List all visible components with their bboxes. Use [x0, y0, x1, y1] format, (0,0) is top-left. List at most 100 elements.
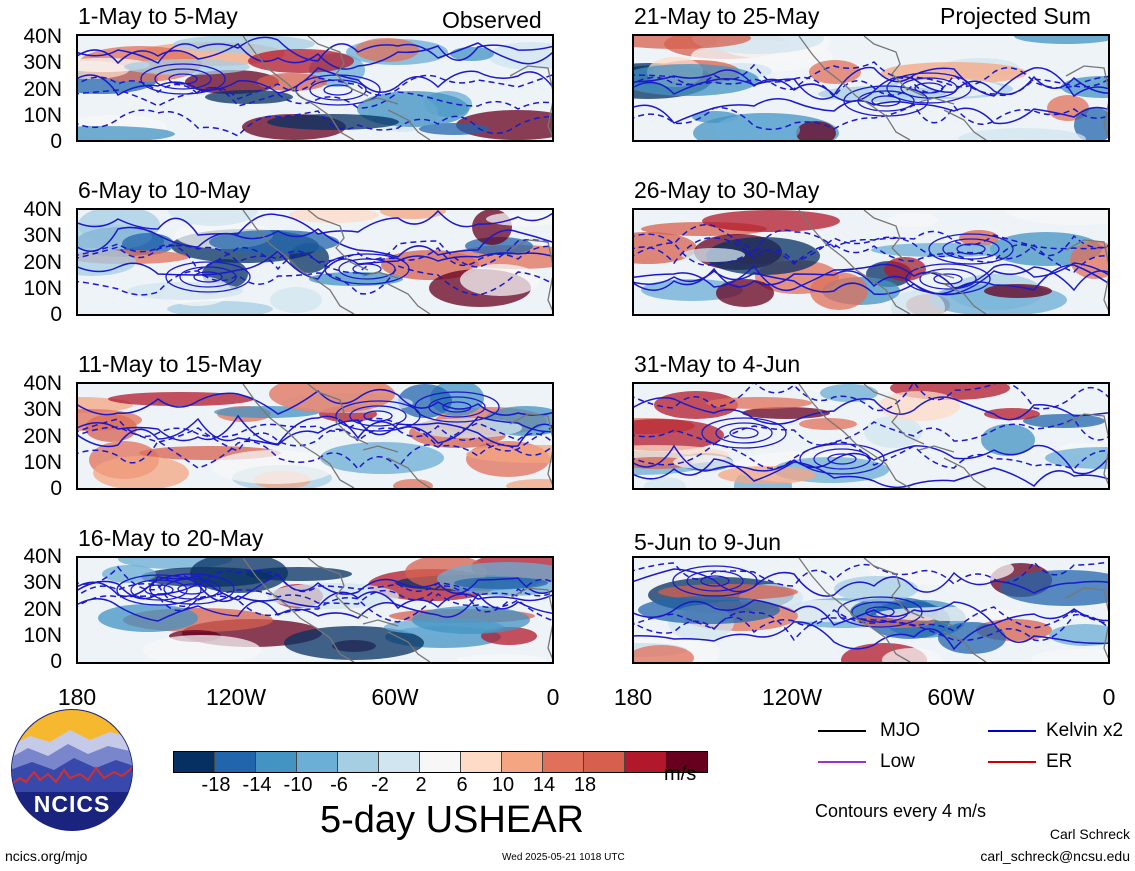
closed-contour [193, 271, 223, 283]
closed-contour [914, 82, 944, 94]
shear-anomaly-shading [267, 583, 399, 609]
y-tick-label: 20N [23, 598, 62, 621]
kelvin-contour [78, 210, 552, 236]
shear-anomaly-shading [634, 64, 759, 96]
colorbar-swatch [338, 752, 379, 772]
shear-anomaly-shading [868, 558, 1014, 585]
kelvin-contour [634, 621, 1108, 651]
units-label: m/s [664, 763, 697, 785]
closed-contour [919, 268, 977, 290]
shear-anomaly-shading [270, 287, 322, 313]
colorbar-swatch [174, 752, 215, 772]
shear-anomaly-shading [681, 248, 745, 262]
shear-anomaly-shading [1006, 210, 1108, 225]
colorbar-tick-label: -2 [371, 774, 389, 796]
shear-anomaly-shading [419, 123, 489, 135]
shear-anomaly-shading [466, 445, 552, 463]
shear-anomaly-shading [702, 210, 840, 232]
y-tick-label: 0 [50, 130, 62, 153]
panel-title-5: 21-May to 25-May [634, 3, 820, 29]
figure-title: 5-day USHEAR [320, 799, 584, 841]
closed-contour [349, 405, 407, 427]
closed-contour [309, 79, 367, 101]
closed-contour [942, 238, 1000, 260]
colorbar-swatch [502, 752, 543, 772]
shear-anomaly-shading [355, 38, 419, 62]
closed-contour [338, 258, 396, 280]
y-tick-label: 40N [23, 198, 62, 221]
shear-anomaly-shading [718, 466, 816, 484]
kelvin-contour [634, 242, 1108, 273]
closed-contour [323, 84, 353, 96]
shear-anomaly-shading [393, 479, 433, 488]
shear-anomaly-shading [108, 392, 254, 406]
kelvin-contour [78, 593, 552, 623]
shear-anomaly-shading [269, 384, 395, 413]
shear-anomaly-shading [634, 232, 697, 264]
closed-contour [163, 578, 221, 600]
author-email[interactable]: carl_schreck@ncsu.edu [980, 848, 1130, 864]
shear-anomaly-shading [257, 73, 327, 91]
colorbar-swatch [461, 752, 502, 772]
y-tick-label: 20N [23, 251, 62, 274]
closed-contour [851, 601, 909, 623]
kelvin-contour [78, 417, 552, 449]
x-tick-label: 0 [546, 684, 560, 710]
closed-contour [154, 68, 212, 90]
closed-contour [928, 233, 1014, 265]
legend-line-kelvin [988, 730, 1036, 732]
panel-title-3: 11-May to 15-May [78, 351, 262, 377]
kelvin-contour [78, 67, 552, 97]
shear-anomaly-shading [984, 284, 1052, 298]
kelvin-contour [634, 73, 1108, 99]
shear-anomaly-shading [398, 384, 452, 418]
closed-contour [168, 73, 198, 85]
colorbar-swatch [379, 752, 420, 772]
kelvin-contour [634, 606, 1108, 634]
shear-anomaly-shading [457, 654, 547, 662]
y-tick-label: 0 [50, 477, 62, 500]
kelvin-contour [634, 444, 1108, 475]
y-tick-label: 40N [23, 545, 62, 568]
closed-contour [865, 606, 895, 618]
kelvin-contour [634, 66, 1108, 98]
kelvin-contour [634, 599, 1108, 626]
coastline [798, 36, 1108, 140]
colorbar-tick-label: 2 [415, 774, 427, 796]
shear-anomaly-shading [706, 397, 812, 409]
legend-line-low [818, 761, 866, 763]
colorbar-tick-label: 18 [573, 774, 597, 796]
y-tick-label: 40N [23, 25, 62, 48]
shear-anomaly-shading [1045, 447, 1108, 469]
closed-contour [700, 575, 730, 587]
closed-contour [857, 90, 915, 112]
closed-contour [672, 565, 758, 597]
x-tick-label: 120W [761, 684, 823, 710]
website-link[interactable]: ncics.org/mjo [5, 848, 88, 864]
coastline [242, 558, 552, 662]
shear-anomaly-shading [284, 626, 424, 660]
shear-anomaly-shading [102, 565, 156, 583]
closed-contour [900, 77, 958, 99]
closed-contour [715, 422, 773, 444]
map-panel [76, 382, 554, 490]
closed-contour [729, 427, 759, 439]
colorbar-tick-label: -14 [242, 774, 272, 796]
panel-title-1: 1-May to 5-May [78, 3, 238, 29]
x-tick-label: 180 [613, 684, 653, 710]
x-tick-label: 0 [1102, 684, 1116, 710]
colorbar-tick-label: -10 [283, 774, 313, 796]
y-tick-label: 30N [23, 51, 62, 74]
shear-anomaly-shading [168, 210, 258, 226]
kelvin-contour [634, 75, 1108, 103]
shear-anomaly-shading [320, 442, 444, 474]
closed-contour [827, 453, 857, 465]
shear-anomaly-shading [938, 622, 1006, 654]
shear-anomaly-shading [634, 645, 694, 662]
kelvin-contour [634, 458, 1108, 488]
colorbar-tick-label: 14 [532, 774, 556, 796]
contour-note: Contours every 4 m/s [815, 801, 987, 821]
y-tick-label: 20N [23, 78, 62, 101]
legend-line-er [988, 761, 1036, 763]
closed-contour [335, 400, 421, 432]
